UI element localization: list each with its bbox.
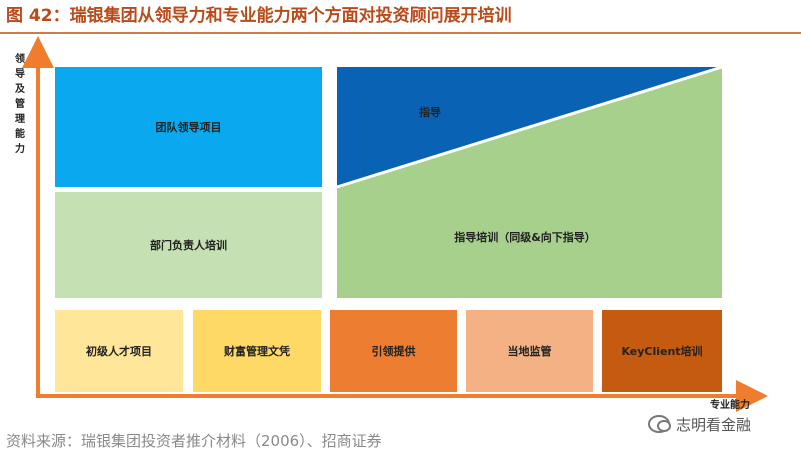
bottom-block-label: 引领提供 <box>371 345 416 358</box>
watermark-text: 志明看金融 <box>676 415 752 434</box>
title-divider <box>0 32 801 34</box>
wechat-icon <box>648 415 671 433</box>
guidance-training-label-wrap: 指导培训（同级&向下指导） <box>400 225 650 249</box>
dept-head-training-label: 部门负责人培训 <box>150 239 227 252</box>
guidance-training-region <box>337 67 722 298</box>
source-note: 资料来源：瑞银集团投资者推介材料（2006）、招商证券 <box>6 432 382 450</box>
team-leadership-label: 团队领导项目 <box>155 121 222 134</box>
y-axis-label: 领导及管理能力 <box>15 54 25 155</box>
figure-title: 图 42：瑞银集团从领导力和专业能力两个方面对投资顾问展开培训 <box>6 6 512 26</box>
bottom-block-wealth-diploma: 财富管理文凭 <box>193 310 321 392</box>
bottom-block-junior-talent: 初级人才项目 <box>55 310 183 392</box>
x-axis-label: 专业能力 <box>710 400 750 411</box>
bottom-block-keyclient-training: KeyClient培训 <box>602 310 722 392</box>
bottom-block-label: 财富管理文凭 <box>224 345 290 358</box>
watermark: 志明看金融 <box>648 412 798 436</box>
bottom-block-label: 当地监管 <box>507 345 552 358</box>
dept-head-training-block: 部门负责人培训 <box>55 192 322 298</box>
bottom-block-label: 初级人才项目 <box>86 345 152 358</box>
bottom-block-lead-provide: 引领提供 <box>330 310 457 392</box>
team-leadership-block: 团队领导项目 <box>55 67 322 187</box>
guidance-training-label: 指导培训（同级&向下指导） <box>454 231 596 244</box>
guidance-label-wrap: 指导 <box>380 100 480 124</box>
diagonal-divider <box>336 65 723 189</box>
bottom-block-label: KeyClient培训 <box>621 345 703 358</box>
guidance-label: 指导 <box>419 106 441 119</box>
bottom-block-local-regulation: 当地监管 <box>466 310 593 392</box>
